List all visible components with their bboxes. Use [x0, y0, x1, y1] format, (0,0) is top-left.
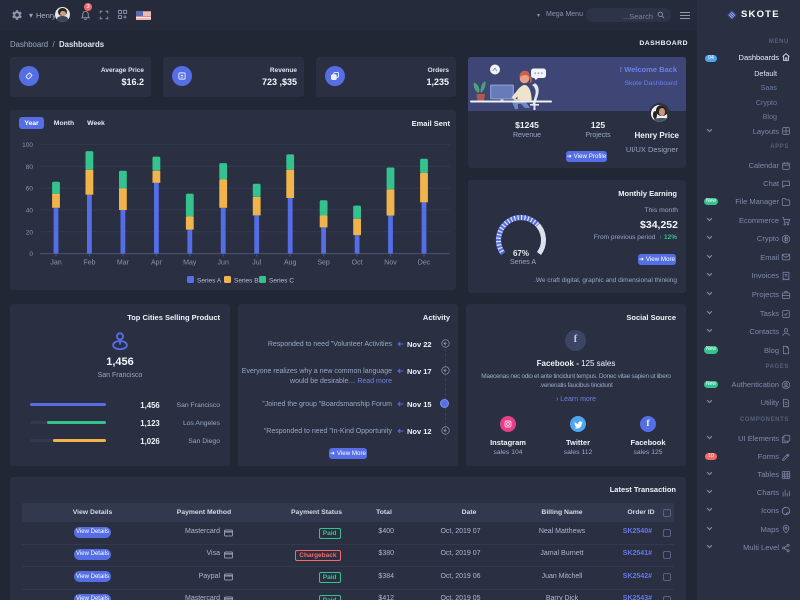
svg-text:Feb: Feb: [83, 260, 95, 267]
svg-text:80: 80: [26, 164, 34, 171]
svg-text:Dec: Dec: [418, 260, 431, 267]
svg-text:Series A: Series A: [197, 278, 222, 285]
svg-text:0: 0: [29, 251, 33, 258]
svg-text:Jul: Jul: [252, 260, 261, 267]
svg-text:Sep: Sep: [317, 260, 330, 267]
svg-text:Mar: Mar: [117, 260, 130, 267]
svg-text:20: 20: [26, 229, 34, 236]
svg-text:Apr: Apr: [151, 260, 163, 267]
svg-text:Series C: Series C: [269, 278, 294, 285]
svg-text:Nov: Nov: [384, 260, 397, 267]
svg-text:May: May: [183, 260, 197, 267]
svg-text:Oct: Oct: [352, 260, 363, 267]
svg-text:Aug: Aug: [284, 260, 297, 267]
svg-text:60: 60: [26, 186, 34, 193]
svg-text:Jan: Jan: [50, 260, 61, 267]
svg-text:40: 40: [26, 208, 34, 215]
svg-text:Jun: Jun: [218, 260, 229, 267]
svg-text:Series B: Series B: [234, 278, 259, 285]
svg-text:100: 100: [22, 142, 33, 149]
